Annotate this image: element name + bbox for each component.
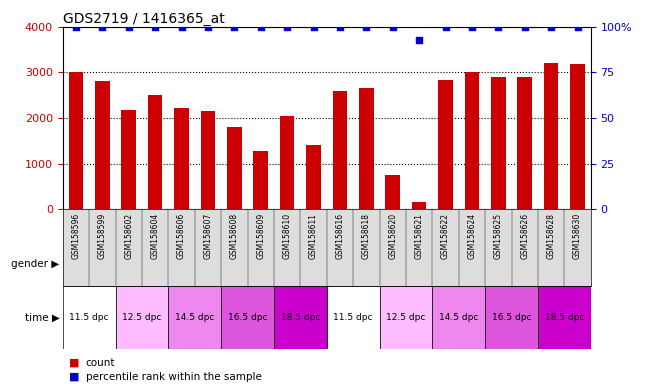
Bar (95, 81, 110, 209)
Point (440, 24, 451, 30)
Bar (570, 64, 585, 209)
Bar (485, 286, 538, 349)
Bar (174, 108, 189, 209)
Point (335, 24, 345, 30)
Text: GSM158611: GSM158611 (309, 213, 318, 259)
Text: GSM158624: GSM158624 (467, 213, 477, 259)
Point (493, 24, 504, 30)
Text: female: female (440, 259, 478, 269)
Point (519, 24, 530, 30)
Bar (115, 286, 168, 349)
Bar (385, 175, 400, 209)
Point (387, 24, 398, 30)
Text: GDS2719 / 1416365_at: GDS2719 / 1416365_at (63, 12, 224, 26)
Point (467, 24, 477, 30)
Text: GSM158616: GSM158616 (335, 213, 345, 259)
Bar (306, 146, 321, 209)
Bar (465, 73, 479, 209)
Point (361, 24, 372, 30)
Point (255, 24, 266, 30)
Bar (517, 77, 532, 209)
Text: GSM158610: GSM158610 (282, 213, 292, 259)
Bar (438, 80, 453, 209)
Text: GSM158599: GSM158599 (98, 213, 107, 259)
Text: GSM158607: GSM158607 (203, 213, 213, 259)
Text: GSM158626: GSM158626 (520, 213, 529, 259)
Bar (253, 151, 268, 209)
Bar (148, 95, 162, 209)
Bar (491, 77, 506, 209)
Bar (379, 286, 432, 349)
Bar (69, 73, 83, 209)
Point (97, 24, 108, 30)
Text: 12.5 dpc: 12.5 dpc (386, 313, 426, 322)
Point (176, 24, 187, 30)
Bar (227, 127, 242, 209)
Text: 18.5 dpc: 18.5 dpc (544, 313, 584, 322)
Bar (412, 202, 426, 209)
Text: 14.5 dpc: 14.5 dpc (439, 313, 478, 322)
Point (572, 24, 583, 30)
Text: GSM158602: GSM158602 (124, 213, 133, 259)
Text: 11.5 dpc: 11.5 dpc (69, 313, 109, 322)
Text: ■: ■ (69, 372, 80, 382)
Text: count: count (86, 358, 115, 368)
Point (414, 36, 424, 43)
Text: ■: ■ (69, 358, 80, 368)
Bar (327, 286, 379, 349)
Text: 18.5 dpc: 18.5 dpc (280, 313, 320, 322)
Text: time ▶: time ▶ (24, 313, 59, 323)
Point (308, 24, 319, 30)
Text: GSM158618: GSM158618 (362, 213, 371, 259)
Text: male: male (181, 259, 209, 269)
Text: GSM158608: GSM158608 (230, 213, 239, 259)
Text: GSM158606: GSM158606 (177, 213, 186, 259)
Text: GSM158596: GSM158596 (71, 213, 81, 259)
Text: gender ▶: gender ▶ (11, 259, 59, 269)
Text: 11.5 dpc: 11.5 dpc (333, 313, 373, 322)
Text: percentile rank within the sample: percentile rank within the sample (86, 372, 261, 382)
Point (71, 24, 81, 30)
Bar (280, 116, 294, 209)
Text: 16.5 dpc: 16.5 dpc (492, 313, 531, 322)
Bar (327, 242, 591, 286)
Point (282, 24, 292, 30)
Point (203, 24, 213, 30)
Text: GSM158628: GSM158628 (546, 213, 556, 259)
Bar (168, 286, 221, 349)
Text: GSM158630: GSM158630 (573, 213, 582, 259)
Point (546, 24, 556, 30)
Bar (333, 91, 347, 209)
Bar (63, 242, 327, 286)
Text: 16.5 dpc: 16.5 dpc (228, 313, 267, 322)
Text: GSM158625: GSM158625 (494, 213, 503, 259)
Bar (201, 111, 215, 209)
Text: GSM158622: GSM158622 (441, 213, 450, 259)
Text: GSM158609: GSM158609 (256, 213, 265, 259)
Point (229, 24, 240, 30)
Point (123, 24, 134, 30)
Bar (274, 286, 327, 349)
Text: 12.5 dpc: 12.5 dpc (122, 313, 162, 322)
Bar (121, 110, 136, 209)
Bar (221, 286, 274, 349)
Text: GSM158604: GSM158604 (150, 213, 160, 259)
Bar (359, 88, 374, 209)
Text: GSM158621: GSM158621 (414, 213, 424, 259)
Text: 14.5 dpc: 14.5 dpc (175, 313, 214, 322)
Bar (538, 286, 591, 349)
Bar (432, 286, 485, 349)
Point (150, 24, 160, 30)
Text: GSM158620: GSM158620 (388, 213, 397, 259)
Bar (63, 286, 116, 349)
Bar (544, 63, 558, 209)
